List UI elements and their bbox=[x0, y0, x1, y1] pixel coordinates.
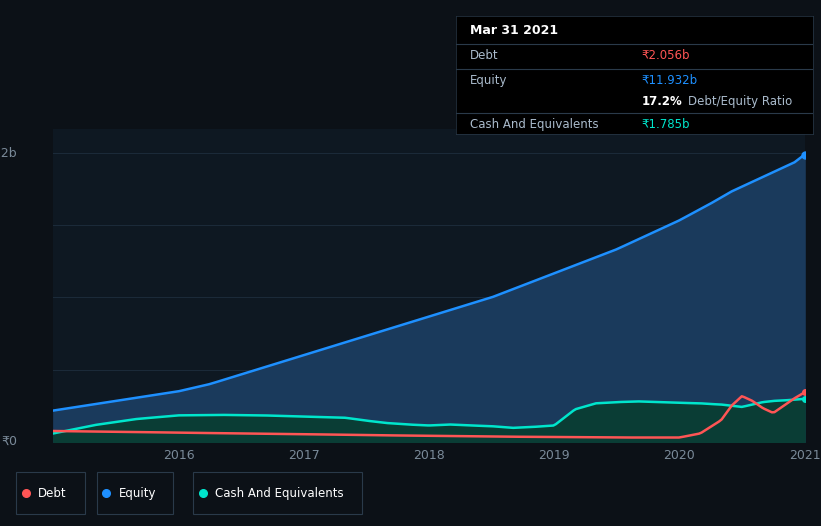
Text: ₹2.056b: ₹2.056b bbox=[641, 49, 690, 62]
Text: ₹0: ₹0 bbox=[1, 436, 17, 448]
Text: Debt/Equity Ratio: Debt/Equity Ratio bbox=[688, 95, 792, 108]
Text: Debt: Debt bbox=[470, 49, 498, 62]
Text: ₹11.932b: ₹11.932b bbox=[641, 74, 698, 87]
Text: ₹12b: ₹12b bbox=[0, 146, 17, 159]
Text: Cash And Equivalents: Cash And Equivalents bbox=[470, 117, 599, 130]
Text: ₹1.785b: ₹1.785b bbox=[641, 117, 690, 130]
Text: Mar 31 2021: Mar 31 2021 bbox=[470, 24, 558, 37]
Text: Equity: Equity bbox=[118, 487, 156, 500]
Text: Cash And Equivalents: Cash And Equivalents bbox=[215, 487, 344, 500]
Text: 17.2%: 17.2% bbox=[641, 95, 682, 108]
Text: Debt: Debt bbox=[38, 487, 67, 500]
Text: Equity: Equity bbox=[470, 74, 507, 87]
